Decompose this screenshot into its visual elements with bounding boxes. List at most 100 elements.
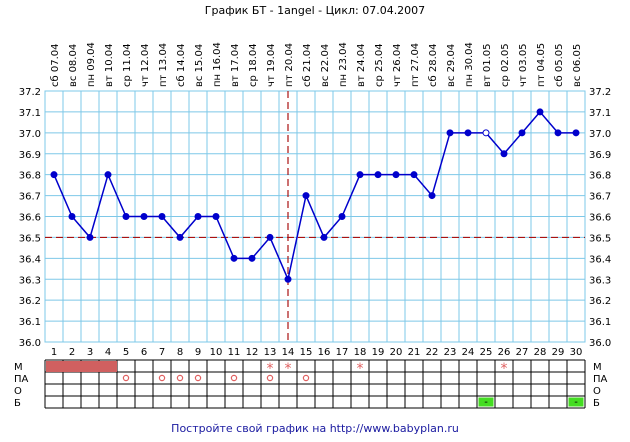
x-date-label: вс 06.05 [572, 44, 583, 87]
day-number: 5 [123, 347, 129, 358]
x-date-label: пт 20.04 [284, 43, 295, 87]
y-tick-label-right: 36.3 [589, 275, 611, 286]
y-tick-label-right: 36.8 [589, 171, 611, 182]
data-point [86, 233, 94, 241]
data-point [410, 171, 418, 179]
pa-circle [266, 374, 274, 382]
pa-circle [122, 374, 130, 382]
m-asterisk: * [267, 361, 274, 377]
day-number: 12 [246, 347, 259, 358]
x-date-label: вс 08.04 [68, 44, 79, 87]
day-number: 18 [354, 347, 367, 358]
x-date-label: сб 05.05 [554, 44, 565, 87]
x-date-label: вс 22.04 [320, 44, 331, 87]
plot-border [44, 90, 586, 343]
menses-bar [46, 361, 117, 372]
day-number: 17 [336, 347, 349, 358]
day-number: 26 [498, 347, 511, 358]
x-date-label: вт 17.04 [230, 43, 241, 87]
y-tick-label-left: 36.6 [19, 213, 41, 224]
day-number: 11 [228, 347, 241, 358]
y-tick-label-left: 36.5 [19, 233, 41, 244]
data-point [464, 129, 472, 137]
day-number: 30 [570, 347, 583, 358]
data-point [572, 129, 580, 137]
x-date-label: ср 11.04 [122, 43, 133, 87]
x-date-label: сб 28.04 [428, 44, 439, 87]
x-date-label: пт 27.04 [410, 43, 421, 87]
y-tick-label-left: 37.1 [19, 108, 41, 119]
y-tick-label-left: 36.3 [19, 275, 41, 286]
data-point [140, 213, 148, 220]
data-point [176, 233, 184, 241]
x-date-label: ср 25.04 [374, 43, 385, 87]
data-point [194, 213, 202, 220]
data-point [392, 171, 400, 179]
chart-title: График БТ - 1angel - Цикл: 07.04.2007 [204, 4, 426, 17]
m-asterisk: * [357, 361, 364, 377]
y-tick-label-left: 37.0 [19, 129, 41, 140]
data-point [446, 129, 454, 137]
day-number: 25 [480, 347, 493, 358]
b-mark-box [568, 397, 584, 407]
day-number: 14 [282, 347, 295, 358]
pa-circle [302, 374, 310, 382]
day-number: 3 [87, 347, 93, 358]
day-number: 1 [51, 347, 57, 358]
b-mark-text: - [484, 397, 488, 408]
day-number: 7 [159, 347, 165, 358]
y-tick-label-right: 36.6 [589, 213, 611, 224]
y-tick-label-left: 36.7 [19, 192, 41, 203]
day-number: 16 [318, 347, 331, 358]
day-number: 8 [177, 347, 183, 358]
data-point [122, 213, 130, 220]
x-date-label: вт 01.05 [482, 43, 493, 87]
y-tick-label-left: 37.2 [19, 87, 41, 98]
x-date-label: вс 15.04 [194, 44, 205, 87]
day-number: 22 [426, 347, 439, 358]
x-date-label: вт 24.04 [356, 43, 367, 87]
b-mark-text: - [574, 397, 578, 408]
x-date-label: пн 09.04 [86, 42, 97, 87]
y-tick-label-left: 36.1 [19, 317, 41, 328]
pa-circle [158, 374, 166, 382]
day-number: 27 [516, 347, 529, 358]
x-date-label: чт 19.04 [266, 43, 277, 87]
row-label-right: О [593, 386, 601, 397]
row-label-right: ПА [593, 374, 608, 385]
pa-circle [194, 374, 202, 382]
y-tick-label-left: 36.9 [19, 150, 41, 161]
y-tick-label-right: 37.0 [589, 129, 611, 140]
day-number: 24 [462, 347, 475, 358]
data-point [554, 129, 562, 137]
row-label-left: ПА [14, 374, 29, 385]
y-tick-label-left: 36.4 [19, 254, 41, 265]
marks-table [44, 359, 586, 409]
x-date-label: ср 18.04 [248, 43, 259, 87]
y-tick-label-right: 36.7 [589, 192, 611, 203]
x-date-label: вт 10.04 [104, 43, 115, 87]
x-date-label: пт 13.04 [158, 43, 169, 87]
data-point [284, 275, 292, 283]
footer-link[interactable]: Постройте свой график на http://www.baby… [171, 422, 459, 435]
day-number: 2 [69, 347, 75, 358]
day-number: 4 [105, 347, 111, 358]
data-point [482, 129, 490, 137]
data-point [266, 233, 274, 241]
day-number: 23 [444, 347, 457, 358]
y-tick-label-right: 36.0 [589, 338, 611, 349]
x-date-label: чт 26.04 [392, 43, 403, 87]
x-date-label: пн 30.04 [464, 42, 475, 87]
m-asterisk: * [501, 361, 508, 377]
day-number: 6 [141, 347, 147, 358]
x-date-label: вс 29.04 [446, 44, 457, 87]
day-number: 13 [264, 347, 277, 358]
row-label-left: Б [14, 398, 21, 409]
y-tick-label-left: 36.2 [19, 296, 41, 307]
day-number: 15 [300, 347, 313, 358]
m-asterisk: * [285, 361, 292, 377]
data-point [518, 129, 526, 137]
y-tick-label-left: 36.0 [19, 338, 41, 349]
data-point [212, 213, 220, 220]
